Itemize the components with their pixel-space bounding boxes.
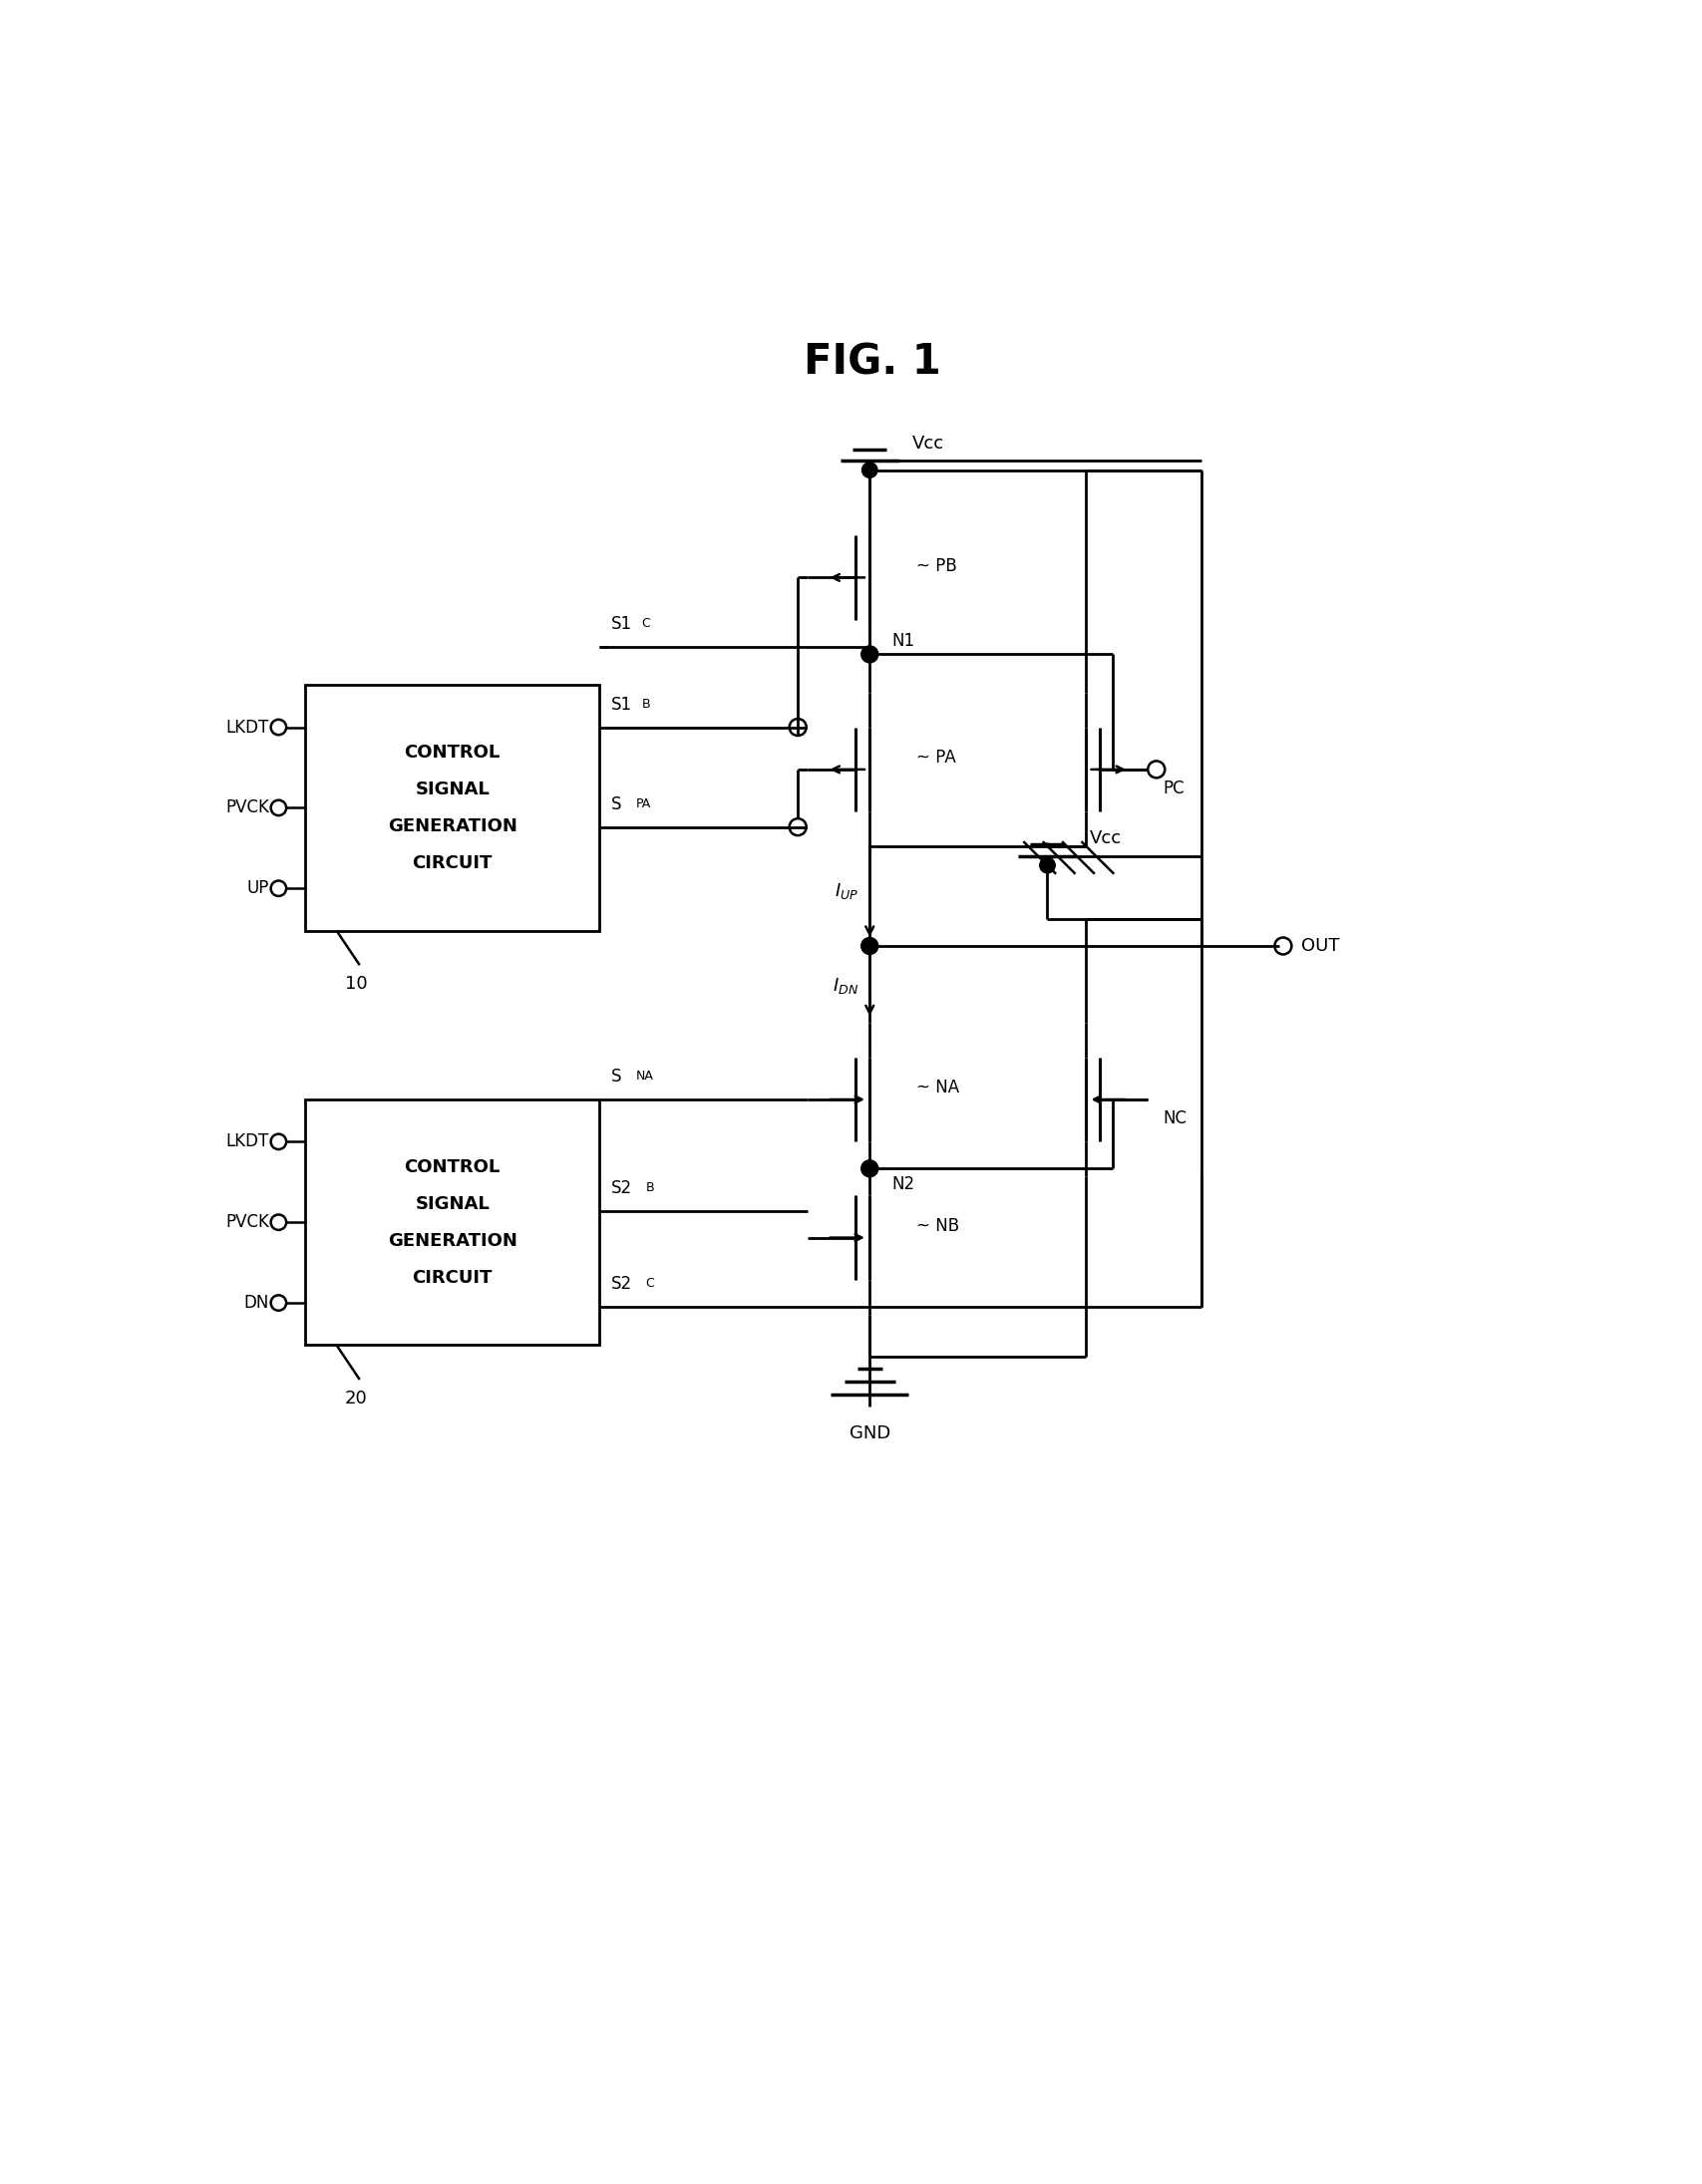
Text: C: C: [642, 616, 650, 629]
Text: UP: UP: [247, 880, 269, 898]
Text: N2: N2: [890, 1175, 914, 1192]
Text: CONTROL: CONTROL: [403, 743, 500, 762]
Bar: [305, 686, 599, 930]
Text: C: C: [645, 1278, 654, 1291]
Text: GND: GND: [849, 1424, 890, 1441]
Text: SIGNAL: SIGNAL: [415, 780, 490, 799]
Text: S2: S2: [611, 1179, 631, 1197]
Text: S1: S1: [611, 695, 631, 714]
Text: PC: PC: [1162, 780, 1185, 797]
Text: S1: S1: [611, 616, 631, 633]
Text: CONTROL: CONTROL: [403, 1158, 500, 1175]
Circle shape: [861, 646, 878, 662]
Text: ~ PB: ~ PB: [916, 557, 957, 574]
Text: $I_{DN}$: $I_{DN}$: [832, 976, 858, 996]
Text: CIRCUIT: CIRCUIT: [412, 1269, 492, 1286]
Text: ~ PA: ~ PA: [916, 749, 955, 767]
Text: NC: NC: [1162, 1109, 1186, 1127]
Text: Vcc: Vcc: [1089, 830, 1122, 847]
Text: B: B: [645, 1182, 654, 1195]
Text: 20: 20: [344, 1389, 368, 1409]
Text: ~ NA: ~ NA: [916, 1079, 958, 1096]
Text: $I_{UP}$: $I_{UP}$: [834, 880, 858, 902]
Text: PVCK: PVCK: [225, 799, 269, 817]
Text: PA: PA: [637, 797, 652, 810]
Text: SIGNAL: SIGNAL: [415, 1195, 490, 1212]
Circle shape: [1040, 858, 1055, 874]
Circle shape: [861, 1160, 878, 1177]
Circle shape: [861, 463, 877, 478]
Text: LKDT: LKDT: [226, 719, 269, 736]
Text: N1: N1: [890, 631, 914, 649]
Text: CIRCUIT: CIRCUIT: [412, 854, 492, 871]
Text: NA: NA: [637, 1070, 654, 1083]
Text: B: B: [642, 697, 650, 710]
Text: OUT: OUT: [1300, 937, 1338, 954]
Text: DN: DN: [243, 1293, 269, 1313]
Circle shape: [861, 937, 878, 954]
Text: Vcc: Vcc: [912, 435, 943, 452]
Text: GENERATION: GENERATION: [388, 817, 517, 834]
Text: 10: 10: [344, 976, 368, 994]
Text: S2: S2: [611, 1275, 631, 1293]
Text: FIG. 1: FIG. 1: [803, 341, 941, 384]
Text: ~ NB: ~ NB: [916, 1216, 958, 1236]
Text: S: S: [611, 795, 621, 812]
Text: S: S: [611, 1068, 621, 1085]
Text: GENERATION: GENERATION: [388, 1232, 517, 1249]
Bar: [305, 1099, 599, 1345]
Text: LKDT: LKDT: [226, 1133, 269, 1151]
Text: PVCK: PVCK: [225, 1214, 269, 1232]
